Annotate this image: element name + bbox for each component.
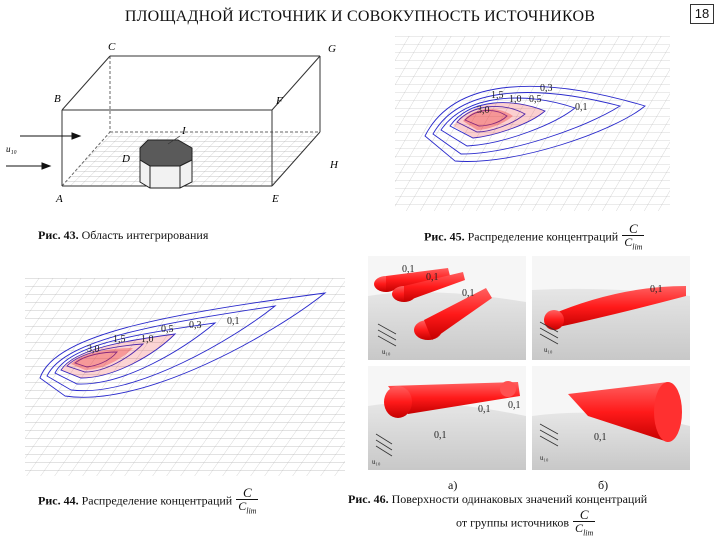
iso-label: 0,1 bbox=[650, 284, 663, 295]
contour-lines bbox=[424, 85, 646, 162]
concentration-fraction: C Clim bbox=[236, 485, 259, 516]
panel-4: 0,1 u₁₀ bbox=[532, 366, 690, 470]
contour-label-0-3: 0,3 bbox=[540, 83, 553, 94]
label-G: G bbox=[328, 43, 336, 55]
contour-label-0-5: 0,5 bbox=[529, 94, 542, 105]
wind-speed-label: u₁₀ bbox=[544, 346, 553, 354]
label-H: H bbox=[329, 159, 339, 171]
label-D: D bbox=[121, 153, 130, 165]
wind-arrows bbox=[375, 433, 393, 457]
terrain-grid bbox=[395, 36, 670, 211]
fig46-panel-b-label: б) bbox=[598, 478, 609, 492]
iso-label: 0,1 bbox=[508, 400, 521, 411]
contour-label-1-5: 1,5 bbox=[491, 90, 504, 101]
fig43-caption: Рис. 43. Область интегрирования bbox=[38, 228, 209, 242]
page-number: 18 bbox=[690, 4, 714, 24]
fig43-integration-box: C G B F D H A E I u₁₀ bbox=[6, 41, 339, 205]
contour-label-3-0: 3,0 bbox=[477, 105, 490, 116]
concentration-fraction: C Clim bbox=[622, 221, 645, 252]
wind-speed-label: u₁₀ bbox=[372, 458, 381, 466]
wind-speed-label: u₁₀ bbox=[6, 144, 17, 154]
wind-speed-label: u₁₀ bbox=[540, 454, 549, 462]
panel-1: 0,1 0,1 0,1 u₁₀ bbox=[368, 256, 526, 360]
label-B: B bbox=[54, 93, 61, 105]
contour-label-0-5: 0,5 bbox=[161, 324, 174, 335]
panel-2: 0,1 u₁₀ bbox=[532, 256, 690, 360]
iso-label: 0,1 bbox=[478, 404, 491, 415]
iso-label: 0,1 bbox=[462, 288, 475, 299]
area-source-prism bbox=[139, 139, 193, 189]
label-A: A bbox=[55, 193, 63, 205]
label-C: C bbox=[108, 41, 116, 53]
wind-arrows bbox=[539, 321, 559, 345]
contour-label-0-1: 0,1 bbox=[227, 316, 240, 327]
contour-label-0-1: 0,1 bbox=[575, 102, 588, 113]
contour-label-0-3: 0,3 bbox=[189, 320, 202, 331]
contour-label-3-0: 3,0 bbox=[87, 344, 100, 355]
iso-label: 0,1 bbox=[402, 264, 415, 275]
contour-label-1-0: 1,0 bbox=[141, 334, 154, 345]
contour-label-1-0: 1,0 bbox=[509, 94, 522, 105]
contour-lines bbox=[39, 292, 327, 398]
iso-label: 0,1 bbox=[434, 430, 447, 441]
fig46-caption: Рис. 46. Поверхности одинаковых значений… bbox=[348, 492, 648, 506]
label-I: I bbox=[181, 125, 187, 137]
fig45-contour-plot: 3,0 1,5 1,0 0,5 0,3 0,1 bbox=[395, 36, 670, 211]
contour-label-1-5: 1,5 bbox=[113, 334, 126, 345]
wind-arrows bbox=[539, 423, 559, 447]
iso-label: 0,1 bbox=[426, 272, 439, 283]
label-E: E bbox=[271, 193, 279, 205]
label-F: F bbox=[275, 95, 283, 107]
panel-3: 0,1 0,1 0,1 u₁₀ bbox=[368, 366, 526, 470]
wind-speed-label: u₁₀ bbox=[382, 348, 391, 356]
wind-arrows bbox=[377, 323, 397, 347]
fig46-panel-a-label: а) bbox=[448, 478, 458, 492]
terrain-grid bbox=[25, 278, 345, 476]
fig44-caption: Рис. 44. Распределение концентраций C Clim bbox=[38, 485, 259, 516]
fig46-isosurface-panels: 0,1 0,1 0,1 u₁₀ 0,1 u₁₀ 0,1 0,1 0,1 u₁₀ bbox=[368, 256, 690, 470]
fig45-caption: Рис. 45. Распределение концентраций C Clim bbox=[424, 221, 645, 252]
page-title: ПЛОЩАДНОЙ ИСТОЧНИК И СОВОКУПНОСТЬ ИСТОЧН… bbox=[124, 8, 596, 25]
iso-label: 0,1 bbox=[594, 432, 607, 443]
fig46-caption-line2: от группы источников C Clim bbox=[456, 507, 596, 538]
fig44-contour-plot: 3,0 1,5 1,0 0,5 0,3 0,1 bbox=[25, 278, 345, 476]
concentration-fraction: C Clim bbox=[573, 507, 596, 538]
